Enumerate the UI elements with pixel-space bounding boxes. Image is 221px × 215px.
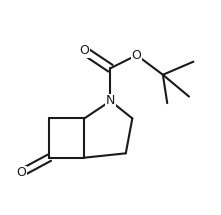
Text: O: O bbox=[16, 166, 26, 180]
Text: N: N bbox=[106, 94, 115, 108]
Text: O: O bbox=[132, 49, 142, 62]
Text: O: O bbox=[79, 44, 89, 57]
